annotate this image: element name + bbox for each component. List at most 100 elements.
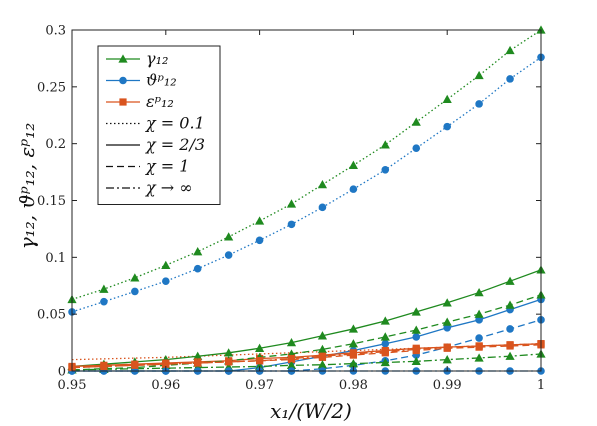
triangle-marker (411, 356, 421, 366)
triangle-marker (224, 348, 234, 357)
triangle-marker (411, 325, 421, 334)
legend-entry: ϑᵖ₁₂ (106, 71, 177, 90)
triangle-marker (348, 359, 358, 368)
axes-layer: 0.95 0.96 0.97 0.98 0.99 1 0 0.05 0.1 0.15 0.2 0.25… (37, 24, 545, 394)
legend-box (97, 45, 221, 205)
triangle-marker (474, 353, 484, 362)
triangle-marker (118, 54, 128, 63)
series-0 (67, 25, 546, 304)
triangle-marker (348, 160, 358, 169)
y-tick-label: 0.05 (37, 308, 66, 323)
circle-marker (443, 122, 452, 131)
triangle-marker (505, 276, 515, 285)
legend-label: ϑᵖ₁₂ (146, 71, 177, 90)
square-marker (412, 345, 420, 354)
circle-marker (318, 203, 327, 212)
triangle-marker (474, 287, 484, 297)
y-axis-label: γ₁₂, ϑᵖ₁₂, εᵖ₁₂ (15, 123, 39, 250)
legend-entry: χ = 0.1 (106, 114, 205, 133)
y-tick-label: 0.1 (45, 251, 66, 266)
triangle-marker (380, 140, 390, 149)
legend-label: χ = 1 (145, 157, 189, 176)
circle-marker (475, 316, 483, 324)
series-line (71, 353, 542, 371)
y-tick-label: 0.25 (37, 80, 66, 95)
triangle-marker (348, 339, 358, 348)
legend-entry: χ → ∞ (106, 178, 193, 197)
circle-marker (100, 297, 108, 306)
y-tick-label: 0.2 (45, 137, 66, 152)
triangle-marker (130, 273, 140, 282)
triangle-marker (286, 337, 297, 347)
triangle-marker (380, 357, 390, 367)
series-line (71, 343, 542, 369)
square-marker (349, 350, 357, 358)
triangle-marker (317, 331, 328, 340)
x-tick-label: 0.98 (339, 378, 368, 393)
square-marker (225, 358, 233, 366)
triangle-marker (380, 316, 390, 325)
triangle-marker (99, 284, 109, 293)
series-11 (68, 340, 545, 372)
triangle-marker (193, 351, 203, 360)
circle-marker (255, 236, 264, 245)
circle-marker (287, 220, 296, 229)
series-line (71, 269, 542, 368)
x-axis-label: x₁/(W/2) (270, 399, 352, 423)
circle-marker (506, 75, 514, 83)
circle-marker (119, 76, 127, 85)
legend-label: χ → ∞ (145, 178, 193, 197)
circle-marker (349, 185, 358, 193)
triangle-marker (317, 344, 328, 354)
triangle-marker (348, 324, 358, 333)
square-marker (475, 342, 483, 350)
circle-marker (443, 324, 452, 332)
series-line (71, 56, 542, 313)
legend-label: γ₁₂ (146, 49, 168, 68)
triangle-marker (317, 179, 328, 189)
legend-label: χ = 0.1 (145, 114, 205, 133)
triangle-marker (255, 343, 265, 352)
triangle-marker (286, 360, 297, 369)
x-tick-label: 0.99 (433, 378, 462, 393)
triangle-marker (442, 355, 452, 364)
triangle-marker (474, 70, 484, 80)
square-marker (100, 362, 108, 371)
circle-marker (412, 144, 421, 153)
legend-entry: χ = 1 (106, 157, 189, 176)
circle-marker (224, 251, 233, 259)
square-marker (119, 98, 127, 106)
triangle-marker (161, 260, 171, 269)
x-tick-label: 0.97 (245, 378, 274, 393)
circle-marker (131, 287, 139, 296)
legend: γ₁₂ ϑᵖ₁₂ εᵖ₁₂ χ = 0.1 χ = 2/3 χ = 1 χ → ∞ (97, 45, 221, 205)
y-tick-label: 0.15 (37, 194, 66, 209)
y-tick-label: 0.3 (45, 24, 66, 39)
triangle-marker (255, 216, 265, 225)
triangle-marker (380, 332, 390, 341)
circle-marker (381, 339, 390, 348)
triangle-marker (505, 45, 515, 55)
legend-entry: εᵖ₁₂ (106, 92, 174, 111)
series-line (71, 344, 542, 369)
triangle-marker (193, 247, 203, 256)
circle-marker (193, 264, 202, 273)
square-marker (287, 354, 296, 363)
square-marker (131, 361, 139, 369)
legend-entry: γ₁₂ (106, 49, 168, 68)
square-marker (381, 348, 389, 356)
circle-marker (506, 325, 514, 333)
circle-marker (162, 277, 170, 286)
triangle-marker (442, 298, 452, 307)
circle-marker (475, 100, 483, 108)
triangle-marker (411, 307, 421, 316)
legend-label: εᵖ₁₂ (146, 92, 174, 111)
triangle-marker (474, 309, 484, 318)
series-1 (68, 53, 545, 316)
legend-entry: χ = 2/3 (106, 135, 205, 154)
triangle-marker (317, 360, 328, 369)
triangle-marker (442, 94, 452, 104)
circle-marker (475, 334, 483, 342)
square-marker (318, 352, 327, 360)
